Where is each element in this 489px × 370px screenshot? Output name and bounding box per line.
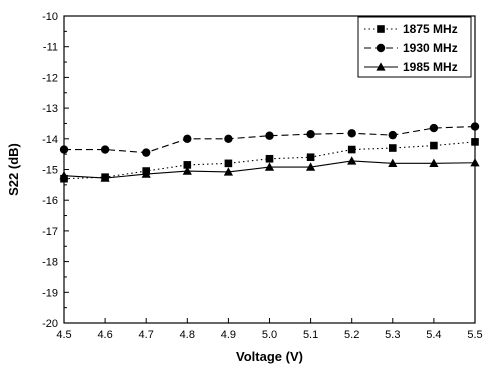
- legend-label: 1985 MHz: [403, 60, 458, 74]
- data-point-circle: [376, 43, 386, 53]
- series-line: [63, 141, 476, 180]
- x-tick-label: 4.8: [180, 329, 195, 341]
- data-point-square: [471, 138, 479, 146]
- x-tick-label: 5.5: [467, 329, 482, 341]
- x-tick-label: 5.1: [303, 329, 318, 341]
- data-point-triangle: [306, 162, 316, 171]
- data-point-triangle: [470, 158, 480, 167]
- data-point-triangle: [223, 167, 233, 176]
- series-line: [64, 125, 476, 154]
- data-point-triangle: [141, 169, 151, 178]
- y-tick-label: -13: [42, 103, 58, 115]
- data-point-triangle: [429, 158, 439, 168]
- x-tick-label: 5.4: [426, 329, 441, 341]
- data-point-square: [265, 154, 274, 163]
- data-point-triangle: [182, 166, 192, 175]
- legend-label: 1930 MHz: [403, 41, 458, 55]
- data-point-circle: [100, 145, 110, 154]
- x-axis-title: Voltage (V): [236, 349, 303, 364]
- data-point-triangle: [264, 162, 275, 171]
- x-tick-label: 4.7: [139, 329, 154, 341]
- data-point-square: [430, 141, 438, 150]
- data-point-circle: [224, 134, 233, 143]
- data-point-square: [347, 145, 356, 154]
- x-tick-label: 4.5: [56, 329, 71, 341]
- data-point-triangle: [376, 62, 386, 71]
- data-point-square: [224, 159, 233, 168]
- data-point-circle: [265, 131, 274, 140]
- y-axis-title: S22 (dB): [6, 143, 21, 196]
- series-1930-mhz: [59, 122, 480, 157]
- data-point-square: [306, 153, 315, 162]
- data-point-circle: [306, 129, 315, 139]
- y-tick-label: -10: [42, 11, 58, 23]
- x-tick-label: 4.6: [97, 329, 112, 341]
- y-tick-label: -19: [42, 287, 58, 299]
- data-point-triangle: [347, 156, 357, 165]
- y-axis: -10 -11 -12 -13 -14 -15 -16 -17 -18 -19 -20: [42, 11, 69, 330]
- x-axis: 4.5 4.6 4.7 4.8 4.9 5.0 5.1 5.2 5.3 5.4 5.5: [56, 318, 483, 341]
- legend: 1875 MHz 1930 MHz 1985 MHz: [357, 16, 472, 78]
- y-tick-label: -17: [42, 226, 58, 238]
- data-point-circle: [59, 145, 69, 154]
- data-point-circle: [142, 148, 151, 157]
- y-tick-label: -14: [42, 134, 58, 146]
- x-tick-label: 5.0: [262, 329, 277, 341]
- data-point-square: [377, 25, 385, 33]
- x-tick-label: 5.2: [344, 329, 359, 341]
- y-tick-label: -15: [42, 165, 58, 177]
- series-1985-mhz: [59, 156, 480, 182]
- x-tick-label: 4.9: [221, 329, 236, 341]
- x-tick-label: 5.3: [385, 329, 400, 341]
- legend-label: 1875 MHz: [403, 22, 458, 36]
- data-point-triangle: [100, 173, 110, 182]
- y-tick-label: -11: [43, 42, 58, 54]
- series-layer: [59, 122, 480, 183]
- data-point-circle: [429, 123, 439, 133]
- y-tick-label: -18: [42, 257, 58, 269]
- data-point-circle: [347, 129, 356, 138]
- data-point-triangle: [388, 158, 398, 168]
- data-point-square: [389, 144, 397, 152]
- data-point-triangle: [59, 170, 69, 180]
- data-point-square: [183, 161, 192, 169]
- y-tick-label: -16: [42, 195, 58, 207]
- data-point-circle: [388, 130, 397, 140]
- data-point-circle: [183, 134, 192, 143]
- data-point-circle: [470, 122, 480, 131]
- y-tick-label: -20: [42, 318, 58, 330]
- y-tick-label: -12: [42, 72, 58, 84]
